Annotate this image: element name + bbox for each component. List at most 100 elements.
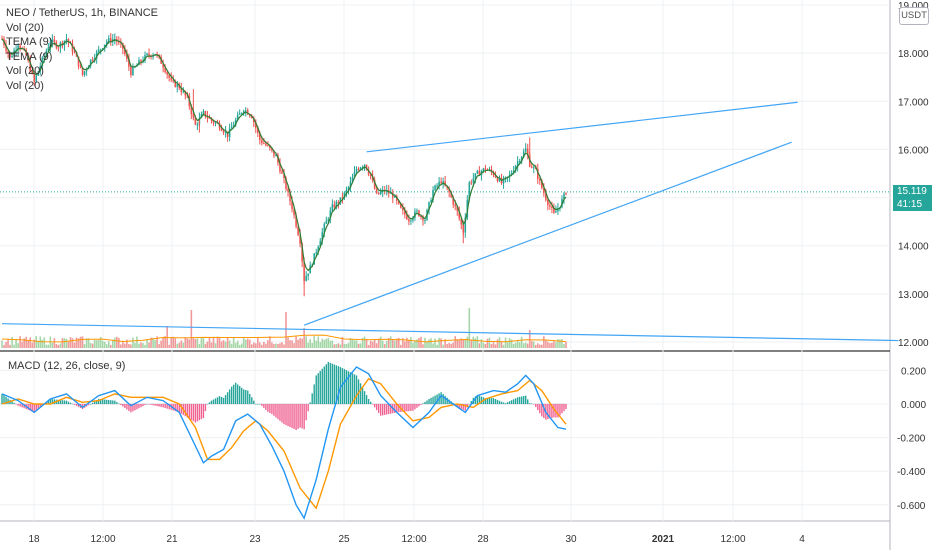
candle-body	[43, 55, 46, 58]
indicator-label[interactable]: Vol (20)	[6, 21, 44, 34]
volume-bar	[557, 339, 559, 348]
candle-body	[301, 243, 303, 262]
candle-body	[478, 170, 481, 176]
trend-line[interactable]	[366, 101, 798, 153]
volume-bar	[71, 338, 74, 348]
volume-bar	[446, 343, 448, 348]
macd-histogram-bar	[236, 384, 239, 404]
macd-histogram-bar	[422, 403, 424, 404]
candle-body	[476, 170, 479, 174]
candle-body	[65, 38, 68, 41]
volume-bar	[361, 337, 364, 348]
candle-body	[222, 130, 225, 133]
indicator-label[interactable]: Vol (20)	[6, 65, 44, 77]
volume-bar	[275, 343, 277, 348]
indicator-label[interactable]: TEMA (9)	[6, 50, 53, 63]
macd-histogram-bar	[196, 404, 199, 422]
candle-body	[85, 69, 88, 72]
macd-histogram-bar	[13, 402, 15, 404]
macd-histogram-bar	[464, 404, 466, 411]
candle-body	[456, 205, 459, 211]
macd-histogram-bar	[114, 400, 116, 404]
candle-body	[434, 185, 436, 190]
volume-bar	[331, 340, 334, 348]
volume-bar	[9, 344, 11, 348]
volume-bar	[442, 344, 444, 348]
candle-body	[313, 253, 316, 265]
candle-body	[170, 77, 172, 80]
volume-bar	[359, 343, 362, 348]
candle-body	[109, 38, 112, 43]
macd-histogram-bar	[440, 392, 442, 404]
volume-bar	[432, 343, 434, 348]
macd-histogram-bar	[510, 400, 513, 404]
volume-bar	[226, 337, 229, 348]
macd-histogram-bar	[327, 362, 330, 404]
candle-body	[408, 219, 410, 222]
macd-histogram-bar	[313, 384, 315, 404]
candle-body	[242, 111, 245, 113]
volume-bar	[323, 339, 326, 348]
volume-bar	[202, 338, 205, 348]
volume-bar	[285, 312, 287, 348]
macd-histogram-bar	[69, 402, 72, 404]
indicator-label[interactable]: TEMA (9)	[6, 36, 53, 48]
volume-bar	[565, 341, 567, 348]
candle-body	[287, 188, 289, 192]
candle-body	[299, 234, 301, 244]
candle-body	[269, 145, 271, 149]
volume-bar	[97, 340, 100, 348]
volume-bar	[402, 338, 404, 348]
macd-histogram-bar	[426, 400, 428, 404]
macd-histogram-bar	[130, 404, 132, 413]
trend-lines[interactable]	[1, 101, 899, 342]
trend-line[interactable]	[303, 141, 792, 326]
volume-bar	[526, 343, 529, 348]
macd-histogram-bar	[518, 396, 521, 404]
candle-body	[15, 49, 17, 51]
candle-body	[440, 181, 442, 184]
macd-label[interactable]: MACD (12, 26, close, 9)	[8, 360, 126, 372]
time-tick-label: 28	[477, 534, 489, 545]
volume-bar	[347, 343, 350, 348]
trend-line[interactable]	[1, 323, 899, 342]
volume-bar	[49, 336, 52, 348]
candle-body	[518, 161, 521, 163]
volume-bar	[126, 339, 128, 348]
macd-histogram-bar	[11, 401, 13, 404]
candle-body	[51, 39, 54, 43]
macd-histogram-bar	[339, 367, 342, 404]
macd-histogram-bar	[100, 399, 102, 404]
candle-body	[319, 240, 322, 247]
volume-bar	[269, 336, 271, 348]
macd-signal-line	[1, 377, 567, 510]
volume-bar	[418, 338, 420, 348]
macd-histogram-bar	[476, 395, 479, 404]
macd-histogram-bar	[31, 404, 33, 412]
macd-histogram-bar	[384, 404, 386, 415]
macd-tick-label: -0.400	[897, 467, 926, 478]
indicator-label[interactable]: Vol (20)	[6, 79, 44, 92]
volume-bar	[522, 343, 525, 348]
macd-histogram-bar	[321, 368, 323, 404]
volume-bar	[373, 339, 376, 348]
volume-bar	[414, 340, 416, 348]
macd-histogram-bar	[382, 404, 384, 416]
volume-bar	[466, 336, 469, 348]
volume-bar	[545, 340, 547, 348]
volume-bar	[218, 338, 221, 348]
macd-histogram-bar	[416, 404, 418, 408]
symbol-title[interactable]: NEO / TetherUS, 1h, BINANCE	[6, 7, 159, 19]
candle-body	[257, 127, 259, 133]
volume-bar	[29, 337, 31, 348]
candle-body	[293, 209, 295, 216]
macd-histogram-bar	[15, 404, 17, 405]
candle-body	[118, 41, 120, 43]
macd-histogram-bar	[75, 404, 78, 406]
macd-histogram-bar	[531, 403, 533, 405]
candle-body	[555, 211, 557, 213]
volume-bar	[438, 337, 440, 348]
currency-badge[interactable]: USDT	[899, 7, 929, 25]
